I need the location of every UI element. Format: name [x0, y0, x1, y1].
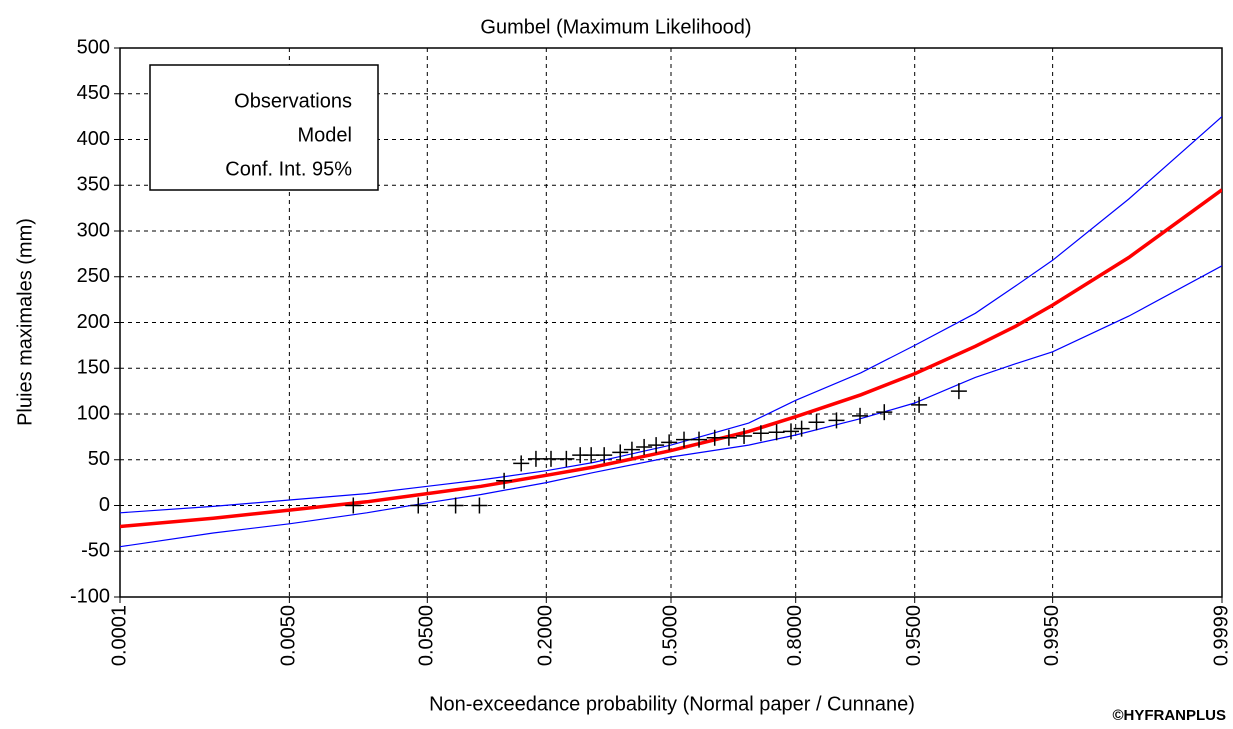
ci-lower-line [120, 265, 1222, 548]
x-tick-label: 0.0050 [278, 605, 300, 666]
y-tick-label: 450 [77, 82, 110, 104]
observation-point [496, 472, 513, 489]
observation-point [706, 429, 723, 446]
legend-label: Observations [234, 90, 352, 112]
observation-point [720, 429, 737, 446]
y-tick-label: 250 [77, 265, 110, 287]
observation-point [471, 497, 488, 514]
x-tick-label: 0.8000 [784, 605, 806, 666]
y-tick-label: 100 [77, 402, 110, 424]
credit: ©HYFRANPLUS [1112, 707, 1226, 724]
observation-point [782, 423, 799, 440]
y-tick-label: 150 [77, 357, 110, 379]
observation-point [623, 441, 640, 458]
observation-point [596, 447, 613, 464]
legend-label: Conf. Int. 95% [225, 158, 352, 180]
y-tick-label: 200 [77, 311, 110, 333]
y-tick-label: 350 [77, 174, 110, 196]
observation-point [736, 427, 753, 444]
y-tick-label: -50 [81, 540, 110, 562]
observation-point [558, 450, 575, 467]
observation-point [410, 497, 427, 514]
plot-frame [119, 47, 1223, 598]
observation-point [793, 420, 810, 437]
observation-point [808, 414, 825, 431]
observation-point [876, 404, 893, 421]
observation-point [543, 450, 560, 467]
chart-title: Gumbel (Maximum Likelihood) [480, 16, 751, 38]
y-axis-label: Pluies maximales (mm) [14, 218, 36, 426]
x-tick-label: 0.9999 [1210, 605, 1232, 666]
x-tick-label: 0.0001 [108, 605, 130, 666]
observation-point [345, 497, 362, 514]
observation-point [648, 437, 665, 454]
observation-point [636, 438, 653, 455]
x-tick-label: 0.0500 [416, 605, 438, 666]
y-tick-label: 400 [77, 128, 110, 150]
y-tick-label: 500 [77, 36, 110, 58]
x-tick-label: 0.9950 [1041, 605, 1063, 666]
observation-point [661, 434, 678, 451]
y-tick-label: 50 [88, 448, 110, 470]
x-axis-label: Non-exceedance probability (Normal paper… [429, 693, 915, 715]
x-tick-label: 0.9500 [903, 605, 925, 666]
x-tick-label: 0.5000 [659, 605, 681, 666]
observation-point [447, 497, 464, 514]
observation-point [911, 396, 928, 413]
observation-point [768, 424, 785, 441]
legend-label: Model [298, 124, 352, 146]
x-tick-label: 0.2000 [535, 605, 557, 666]
ci-upper-line [120, 116, 1222, 514]
observation-point [527, 450, 544, 467]
y-tick-label: 0 [99, 494, 110, 516]
y-tick-label: -100 [70, 585, 110, 607]
observation-point [828, 412, 845, 429]
observation-point [752, 425, 769, 442]
observation-point [513, 455, 530, 472]
observation-point [852, 407, 869, 424]
observation-point [950, 383, 967, 400]
observation-point [676, 431, 693, 448]
legend-box [149, 64, 379, 191]
observation-point [691, 431, 708, 448]
y-tick-label: 300 [77, 219, 110, 241]
observation-point [612, 444, 629, 461]
